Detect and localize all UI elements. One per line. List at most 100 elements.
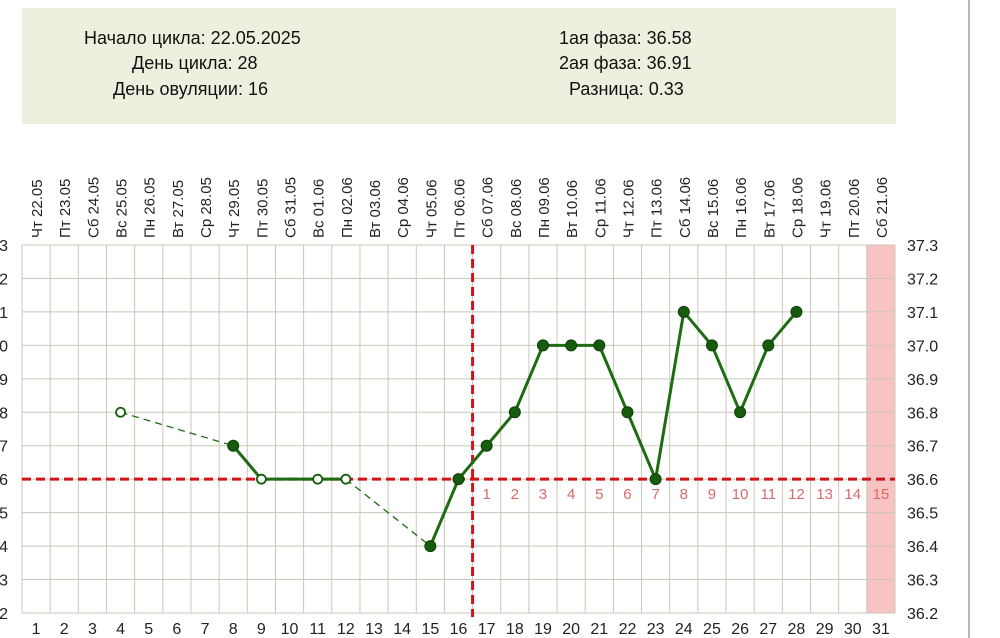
x-tick-label: 28 <box>788 621 806 638</box>
luteal-day-label: 14 <box>844 486 861 503</box>
x-tick-label: 30 <box>844 621 862 638</box>
x-tick-label: 8 <box>229 621 238 638</box>
y-tick-label: 36.9 <box>907 372 938 389</box>
date-label: Чт 19.06 <box>818 179 835 238</box>
date-label: Сб 14.06 <box>677 177 694 238</box>
luteal-day-label: 15 <box>873 486 890 503</box>
date-label: Ср 11.06 <box>592 178 609 238</box>
y-tick-label-left: 2 <box>0 271 8 288</box>
date-label: Пт 23.05 <box>57 179 74 238</box>
x-tick-label: 27 <box>759 621 777 638</box>
data-point <box>621 406 634 419</box>
date-label: Пт 20.06 <box>846 179 863 238</box>
phase1-average-label: 1ая фаза: 36.58 <box>559 28 692 48</box>
data-point-hollow <box>255 473 267 485</box>
luteal-day-label: 13 <box>816 486 833 503</box>
luteal-day-label: 7 <box>651 486 659 503</box>
date-label: Чт 12.06 <box>620 179 637 238</box>
x-tick-label: 5 <box>144 621 153 638</box>
y-tick-label-left: 9 <box>0 372 8 389</box>
series-line-segment <box>232 444 263 481</box>
date-label: Чт 05.06 <box>423 179 440 238</box>
date-label: Вт 10.06 <box>564 180 581 238</box>
x-tick-label: 13 <box>365 621 383 638</box>
phase2-average-label: 2ая фаза: 36.91 <box>559 53 692 73</box>
y-tick-label-left: 5 <box>0 506 8 523</box>
luteal-day-label: 6 <box>623 486 631 503</box>
data-point <box>762 339 775 352</box>
date-label: Пн 02.06 <box>339 177 356 238</box>
luteal-day-label: 5 <box>595 486 603 503</box>
y-tick-label: 36.4 <box>907 539 938 556</box>
data-point <box>424 540 437 553</box>
date-label: Пн 16.06 <box>733 177 750 238</box>
x-tick-label: 26 <box>731 621 749 638</box>
data-point <box>790 305 803 318</box>
y-tick-label: 36.3 <box>907 573 938 590</box>
series-gap-segment <box>345 478 431 547</box>
y-tick-label-left: 3 <box>0 238 8 255</box>
luteal-day-label: 10 <box>732 486 749 503</box>
date-label: Вс 25.05 <box>114 179 131 238</box>
cycle-start-label: Начало цикла: 22.05.2025 <box>84 28 301 48</box>
x-tick-label: 18 <box>506 621 524 638</box>
luteal-day-label: 11 <box>760 486 776 503</box>
coverline-layer <box>22 245 895 617</box>
date-label: Сб 31.05 <box>283 177 300 238</box>
date-label: Пт 30.05 <box>254 179 271 238</box>
series-gap-segment <box>120 411 234 447</box>
date-label: Чт 22.05 <box>29 179 46 238</box>
x-tick-label: 19 <box>534 621 552 638</box>
y-tick-label: 36.8 <box>907 405 938 422</box>
date-label: Пт 13.06 <box>649 179 666 238</box>
y-tick-label: 36.6 <box>907 472 938 489</box>
y-tick-label: 37.0 <box>907 338 938 355</box>
x-tick-label: 14 <box>393 621 411 638</box>
y-tick-label: 36.7 <box>907 439 938 456</box>
data-point-hollow <box>115 406 126 418</box>
data-point <box>677 305 690 318</box>
date-label: Вс 15.06 <box>705 179 722 238</box>
x-tick-label: 15 <box>421 621 439 638</box>
y-tick-label: 37.2 <box>907 271 938 288</box>
date-label: Вс 08.06 <box>508 179 525 238</box>
y-tick-label: 37.3 <box>907 238 938 255</box>
data-point-hollow <box>312 473 324 485</box>
cycle-summary-panel: Начало цикла: 22.05.2025 День цикла: 28 … <box>22 8 896 124</box>
luteal-day-label: 12 <box>788 486 805 503</box>
y-tick-label-left: 3 <box>0 573 8 590</box>
date-label: Вт 17.06 <box>761 180 778 238</box>
y-tick-label-left: 7 <box>0 439 8 456</box>
x-tick-label: 6 <box>172 621 181 638</box>
x-tick-label: 2 <box>60 621 69 638</box>
y-tick-label: 37.1 <box>907 305 938 322</box>
luteal-day-label: 1 <box>482 486 490 503</box>
luteal-day-label: 4 <box>567 486 575 503</box>
date-label: Ср 18.06 <box>789 177 806 238</box>
grid-layer <box>21 244 896 614</box>
data-point <box>705 339 718 352</box>
date-label: Сб 07.06 <box>480 177 497 238</box>
data-point <box>536 339 549 352</box>
y-tick-label: 36.5 <box>907 506 938 523</box>
x-tick-label: 4 <box>116 621 125 638</box>
series-line-segment <box>428 308 798 547</box>
luteal-day-label: 8 <box>680 486 688 503</box>
x-tick-label: 23 <box>647 621 665 638</box>
cycle-day-label: День цикла: 28 <box>132 53 258 73</box>
date-label: Вт 03.06 <box>367 180 384 238</box>
x-tick-label: 10 <box>281 621 299 638</box>
x-tick-label: 21 <box>590 621 608 638</box>
date-label: Ср 28.05 <box>198 177 215 238</box>
y-tick-label-left: 4 <box>0 539 8 556</box>
data-point <box>227 439 240 452</box>
date-label: Пн 09.06 <box>536 177 553 238</box>
date-label: Ср 04.06 <box>395 177 412 238</box>
date-label: Сб 24.05 <box>85 177 102 238</box>
x-tick-label: 12 <box>337 621 355 638</box>
date-label: Пн 26.05 <box>142 177 159 238</box>
luteal-day-label: 3 <box>539 486 547 503</box>
date-label: Вт 27.05 <box>170 180 187 238</box>
x-tick-label: 16 <box>450 621 468 638</box>
